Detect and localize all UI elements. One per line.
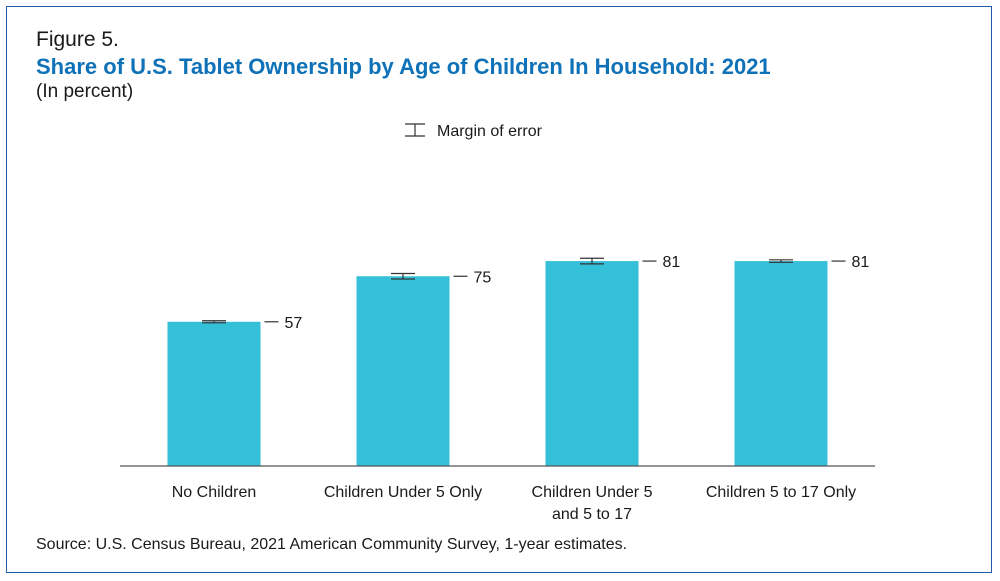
legend-label: Margin of error [437,123,543,140]
category-label: and 5 to 17 [552,506,632,523]
chart-subtitle: (In percent) [36,81,134,102]
figure-label: Figure 5. [36,28,119,51]
figure-frame [6,6,992,573]
bar [167,321,261,466]
category-label: No Children [172,484,256,501]
bar [356,276,450,466]
data-label: 57 [285,315,303,332]
legend: Margin of error [405,123,543,140]
category-label: Children Under 5 Only [324,484,482,501]
category-label: Children Under 5 [532,484,653,501]
bar [545,261,639,466]
source-note: Source: U.S. Census Bureau, 2021 America… [36,536,628,553]
category-label: Children 5 to 17 Only [706,484,856,501]
chart-title: Share of U.S. Tablet Ownership by Age of… [36,54,771,79]
data-label: 81 [852,254,870,271]
data-label: 75 [474,269,492,286]
data-label: 81 [663,254,681,271]
bar [734,261,828,466]
